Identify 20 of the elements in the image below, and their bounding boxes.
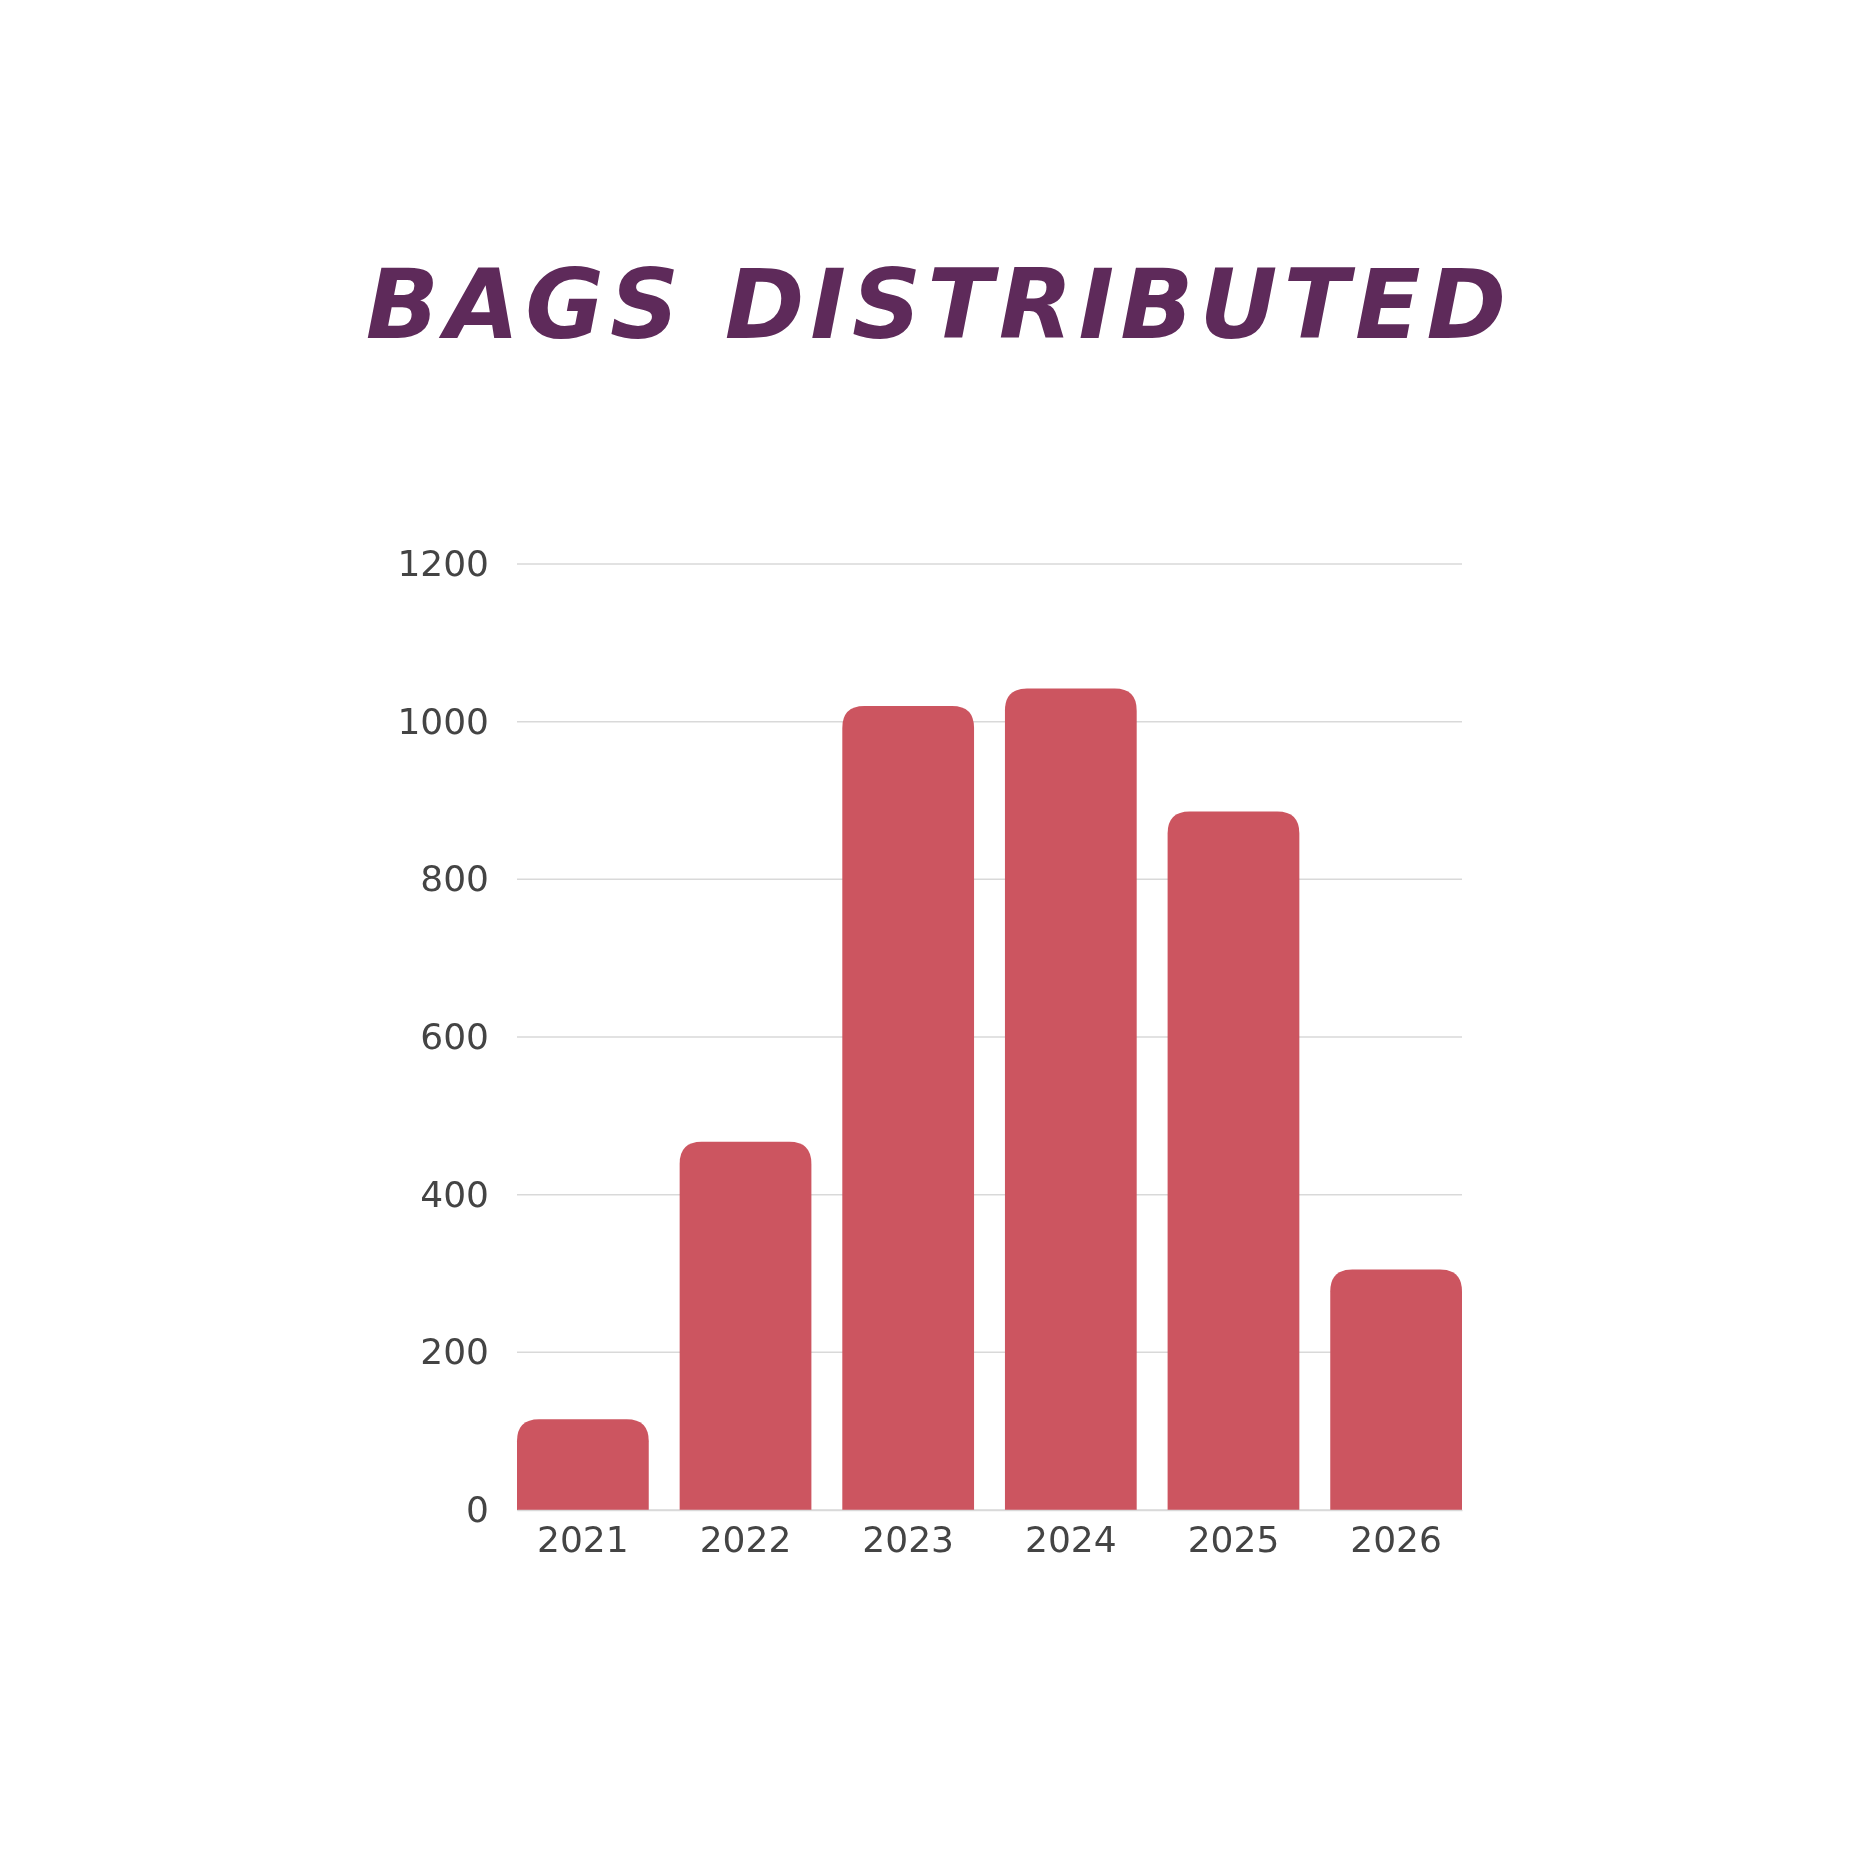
bar <box>679 1141 812 1510</box>
y-tick-label: 0 <box>466 1489 489 1531</box>
y-tick-label: 400 <box>420 1173 489 1215</box>
x-tick-label: 2025 <box>1187 1518 1280 1560</box>
y-tick-label: 800 <box>420 858 489 900</box>
x-tick-label: 2021 <box>537 1518 629 1560</box>
x-tick-label: 2024 <box>1025 1518 1117 1560</box>
y-tick-label: 200 <box>420 1331 489 1373</box>
x-tick-label: 2022 <box>699 1518 792 1560</box>
y-tick-label: 600 <box>420 1016 489 1058</box>
y-tick-label: 1000 <box>397 700 489 742</box>
bar <box>1330 1269 1462 1510</box>
bar <box>1004 688 1137 1510</box>
x-tick-label: 2026 <box>1350 1518 1442 1560</box>
chart-title: BAGS DISTRIBUTED <box>365 249 1513 361</box>
bar <box>517 1419 649 1510</box>
y-tick-label: 1200 <box>397 543 489 585</box>
bar <box>1167 811 1300 1510</box>
x-tick-label: 2023 <box>862 1518 954 1560</box>
bar <box>842 705 975 1510</box>
